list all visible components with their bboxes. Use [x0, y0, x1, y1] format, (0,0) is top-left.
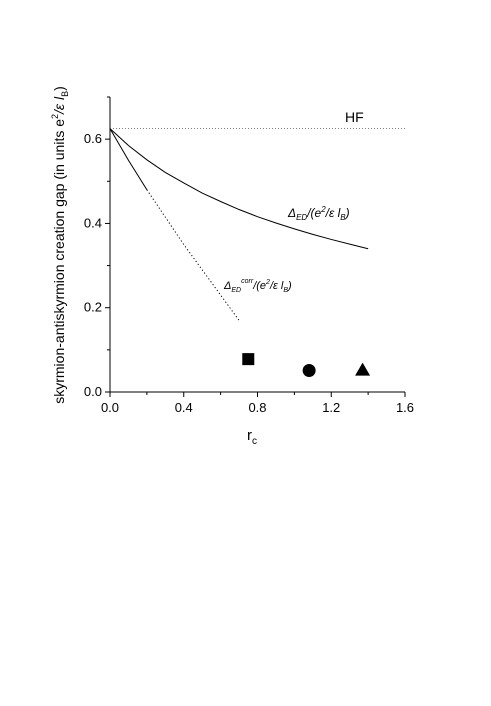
y-tick-label: 0.6	[84, 131, 102, 146]
y-axis-title-sup: 2	[50, 114, 60, 119]
triangle-marker	[355, 362, 371, 376]
x-axis-title-sub: c	[252, 436, 257, 447]
y-axis-title-mid: /ε l	[51, 96, 67, 115]
x-tick-label: 0.4	[175, 400, 193, 415]
corr-sub2: B	[283, 287, 288, 294]
ed-rest1: /(e	[306, 206, 321, 220]
ed-delta: Δ	[287, 206, 296, 220]
y-tick-label: 0.4	[84, 215, 102, 230]
circle-marker	[302, 364, 316, 378]
x-axis-title: rc	[247, 427, 257, 447]
x-axis-title-main: r	[247, 427, 252, 444]
x-tick-label: 0.8	[248, 400, 266, 415]
ed-sub2: B	[340, 213, 346, 222]
x-tick-label: 1.2	[322, 400, 340, 415]
y-tick-label: 0.2	[84, 300, 102, 315]
y-ticks: 0.0 0.2 0.4 0.6	[84, 96, 110, 399]
corr-sup: 2	[265, 279, 270, 286]
corr-rest2: /ε l	[269, 280, 284, 292]
y-tick-label: 0.0	[84, 384, 102, 399]
ed-close: )	[344, 206, 350, 220]
corr-gap-line-dotted	[146, 189, 240, 321]
y-axis-title-main: skyrmion-antiskyrmion creation gap (in u…	[51, 119, 67, 404]
x-tick-label: 1.6	[396, 400, 414, 415]
square-marker	[242, 353, 255, 366]
corr-delta: Δ	[223, 280, 231, 292]
x-tick-label: 0.0	[101, 400, 119, 415]
hf-label: HF	[345, 109, 364, 125]
ed-gap-line	[109, 128, 369, 250]
axes	[109, 97, 405, 393]
y-axis-title: skyrmion-antiskyrmion creation gap (in u…	[50, 86, 70, 404]
corr-sub: ED	[231, 287, 241, 294]
corr-gap-line-solid	[109, 128, 148, 190]
y-axis-title-sub: B	[60, 91, 70, 97]
ed-curve-label: ΔED/(e2/ε lB)	[287, 205, 350, 222]
corr-close: )	[286, 280, 292, 292]
y-axis-title-close: )	[51, 86, 67, 91]
corr-sup1: corr	[241, 278, 254, 285]
ed-sub: ED	[296, 213, 307, 222]
ed-sup: 2	[320, 205, 326, 214]
corr-rest1: /(e	[252, 280, 266, 292]
series-lines	[109, 128, 405, 321]
ed-rest2: /ε l	[325, 206, 341, 220]
x-ticks: 0.0 0.4 0.8 1.2 1.6	[101, 392, 414, 415]
data-markers	[242, 353, 371, 378]
corr-curve-label: ΔEDcorr/(e2/ε lB)	[223, 278, 292, 294]
